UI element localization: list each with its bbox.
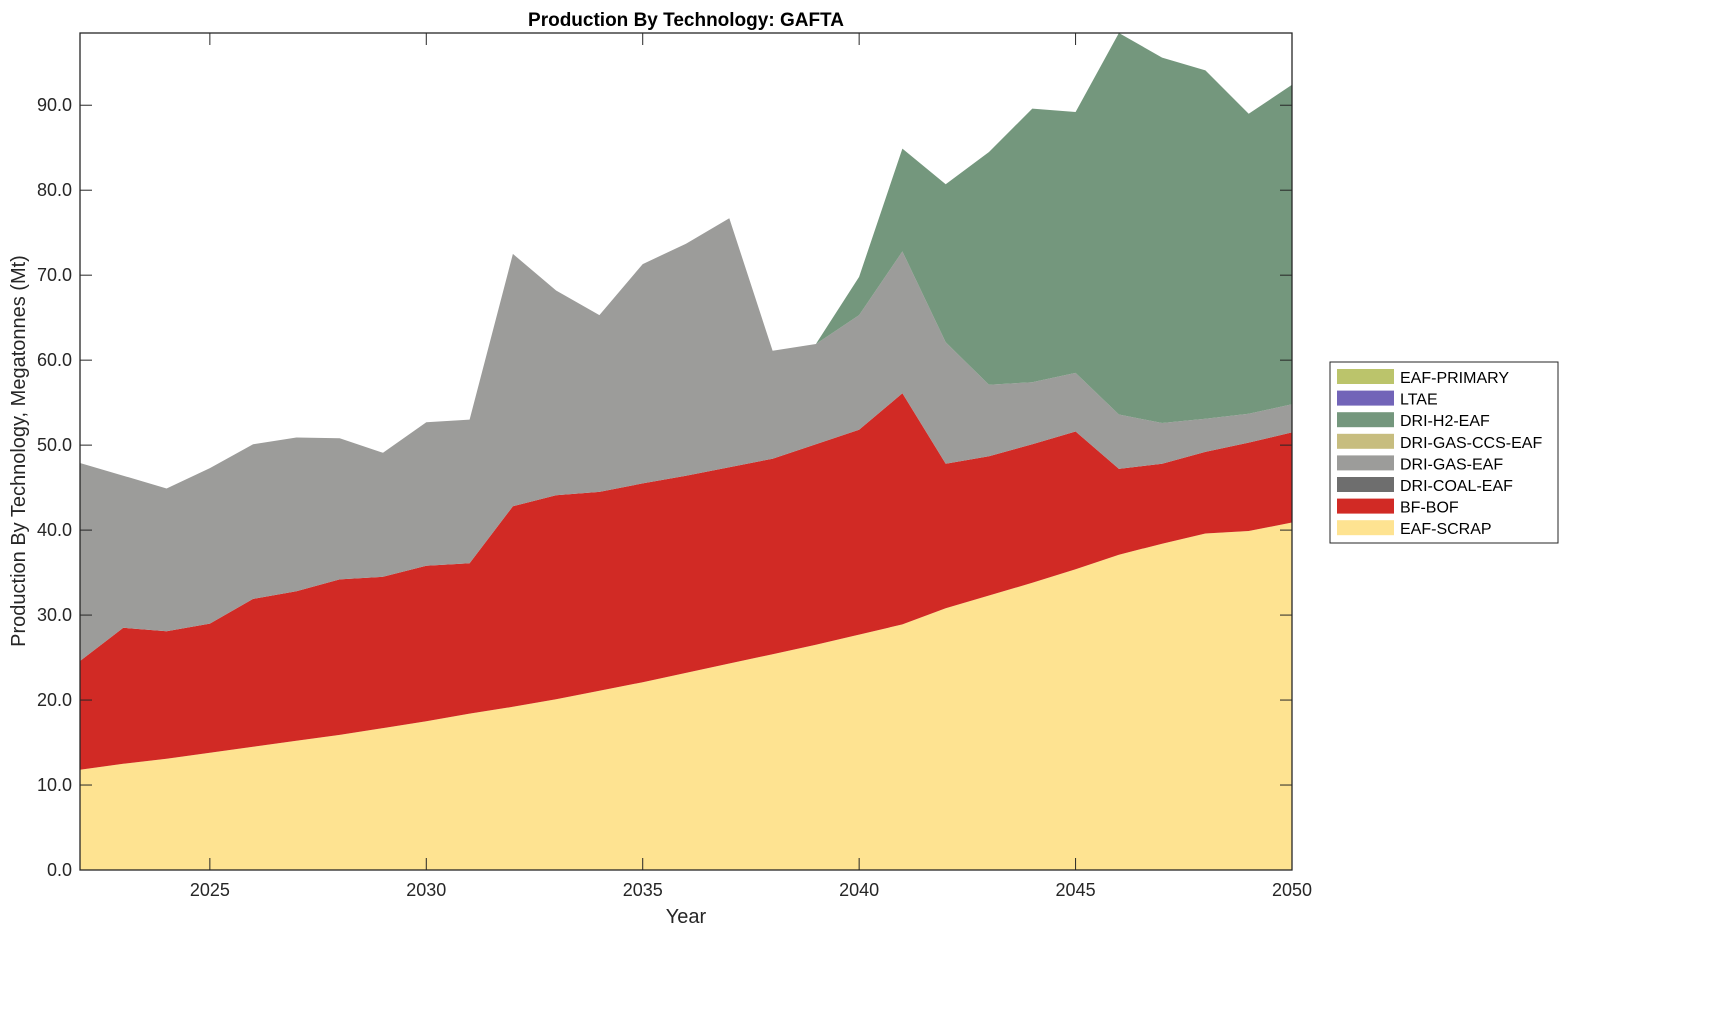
area-layers xyxy=(80,33,1292,870)
legend-item-eaf-primary: EAF-PRIMARY xyxy=(1337,369,1509,387)
legend-label: DRI-H2-EAF xyxy=(1400,413,1490,430)
x-tick-label: 2045 xyxy=(1056,880,1096,900)
x-tick-label: 2030 xyxy=(406,880,446,900)
legend-item-dri-gas-eaf: DRI-GAS-EAF xyxy=(1337,455,1503,473)
legend-item-dri-gas-ccs-eaf: DRI-GAS-CCS-EAF xyxy=(1337,433,1542,452)
area-bf-bof xyxy=(80,393,1292,770)
y-axis: 0.0 10.0 20.0 30.0 40.0 50.0 60.0 70.0 80.0 90.0 xyxy=(37,95,1292,880)
legend-item-eaf-scrap: EAF-SCRAP xyxy=(1337,520,1492,538)
chart-title: Production By Technology: GAFTA xyxy=(528,10,844,31)
x-tick-label: 2035 xyxy=(623,880,663,900)
y-tick-label: 80.0 xyxy=(37,180,72,200)
area-dri-gas-eaf xyxy=(80,218,1292,661)
y-tick-label: 50.0 xyxy=(37,435,72,455)
area-eaf-scrap xyxy=(80,522,1292,870)
legend-label: LTAE xyxy=(1400,392,1438,409)
x-axis-label: Year xyxy=(666,906,707,928)
x-axis: 2025 2030 2035 2040 2045 2050 xyxy=(190,33,1312,900)
y-tick-label: 0.0 xyxy=(47,860,72,880)
legend-swatch xyxy=(1337,498,1394,514)
x-tick-label: 2050 xyxy=(1272,880,1312,900)
y-tick-label: 10.0 xyxy=(37,775,72,795)
legend-swatch xyxy=(1337,369,1394,384)
legend: EAF-PRIMARY LTAE DRI-H2-EAF DRI-GAS-CCS-EAF… xyxy=(1329,361,1559,544)
legend-label: DRI-GAS-EAF xyxy=(1400,456,1503,473)
legend-swatch xyxy=(1337,390,1394,406)
legend-label: BF-BOF xyxy=(1400,500,1459,517)
legend-swatch xyxy=(1337,477,1394,492)
legend-item-dri-h2-eaf: DRI-H2-EAF xyxy=(1337,412,1490,430)
y-tick-label: 70.0 xyxy=(37,265,72,285)
legend-label: EAF-SCRAP xyxy=(1400,521,1492,538)
plot-frame xyxy=(79,32,1293,871)
legend-label: EAF-PRIMARY xyxy=(1400,370,1509,387)
legend-item-bf-bof: BF-BOF xyxy=(1337,498,1459,517)
legend-label: DRI-GAS-CCS-EAF xyxy=(1400,435,1542,452)
y-axis-label: Production By Technology, Megatonnes (Mt… xyxy=(8,255,30,647)
legend-swatch xyxy=(1337,433,1394,449)
legend-item-dri-coal-eaf: DRI-COAL-EAF xyxy=(1337,477,1513,495)
legend-swatch xyxy=(1337,455,1394,471)
y-tick-label: 40.0 xyxy=(37,520,72,540)
y-tick-label: 90.0 xyxy=(37,95,72,115)
x-tick-label: 2040 xyxy=(839,880,879,900)
area-dri-h2-eaf xyxy=(80,33,1292,489)
legend-swatch xyxy=(1337,412,1394,428)
y-tick-label: 60.0 xyxy=(37,350,72,370)
legend-label: DRI-COAL-EAF xyxy=(1400,478,1513,495)
legend-item-ltae: LTAE xyxy=(1337,390,1438,409)
x-tick-label: 2025 xyxy=(190,880,230,900)
y-tick-label: 30.0 xyxy=(37,605,72,625)
y-tick-label: 20.0 xyxy=(37,690,72,710)
legend-swatch xyxy=(1337,520,1394,536)
